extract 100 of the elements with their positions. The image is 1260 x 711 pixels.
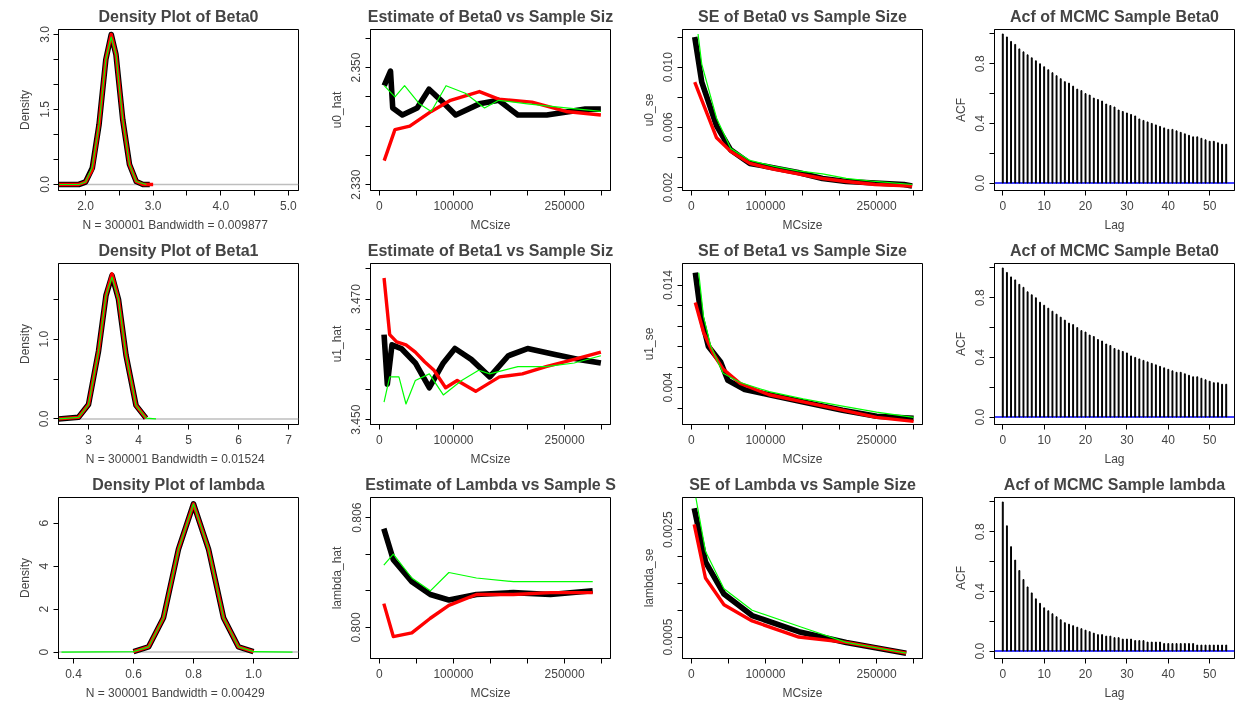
y-tick-label: 3.0	[37, 25, 52, 43]
y-tick-label: 3.470	[349, 283, 364, 315]
y-axis-title: u1_hat	[329, 324, 344, 363]
y-tick-label: 0.8	[973, 523, 988, 541]
x-tick-label: 0	[999, 432, 1007, 447]
x-axis-title: N = 300001 Bandwidth = 0.00429	[85, 685, 265, 700]
chart-title: Density Plot of lambda	[92, 475, 265, 493]
y-tick-label: 0.806	[349, 502, 364, 533]
x-tick-label: 0	[376, 198, 384, 213]
chart-title: Acf of MCMC Sample Beta0	[1010, 241, 1220, 259]
x-axis-title: MCsize	[782, 217, 823, 232]
chart-title: SE of Beta1 vs Sample Size	[698, 241, 908, 259]
x-tick-label: 5	[185, 432, 193, 447]
y-tick-label: 0.8	[973, 289, 988, 307]
y-tick-label: 2.330	[349, 169, 364, 200]
y-axis-title: ACF	[953, 332, 968, 356]
x-axis-title: N = 300001 Bandwidth = 0.009877	[82, 217, 269, 232]
x-tick-label: 0	[999, 198, 1007, 213]
y-axis-title: u0_se	[641, 93, 656, 127]
y-axis-title: Density	[17, 557, 32, 599]
x-tick-label: 20	[1078, 666, 1093, 681]
x-tick-label: 40	[1161, 198, 1176, 213]
x-tick-label: 30	[1120, 198, 1134, 213]
y-axis-title: u0_hat	[329, 90, 344, 129]
y-tick-label: 0.0	[973, 174, 988, 192]
x-tick-label: 0	[999, 666, 1007, 681]
x-tick-label: 6	[235, 432, 243, 447]
y-tick-label: 0.010	[661, 51, 676, 83]
x-tick-label: 0	[376, 432, 384, 447]
y-tick-label: 2	[37, 605, 52, 613]
x-tick-label: 100000	[745, 432, 786, 447]
x-tick-label: 10	[1037, 666, 1052, 681]
chart-title: Estimate of Beta1 vs Sample Siz	[367, 241, 614, 259]
x-tick-label: 0	[688, 198, 696, 213]
y-axis-title: Density	[17, 323, 32, 365]
chart-title: Acf of MCMC Sample lambda	[1003, 475, 1226, 493]
chart-title: Density Plot of Beta0	[98, 7, 259, 25]
y-axis-title: u1_se	[641, 327, 656, 361]
chart-title: Density Plot of Beta1	[98, 241, 259, 259]
x-tick-label: 40	[1161, 432, 1176, 447]
x-tick-label: 3.0	[144, 198, 162, 213]
x-tick-label: 10	[1037, 198, 1052, 213]
x-tick-label: 250000	[544, 666, 585, 681]
y-tick-label: 0.0	[37, 410, 52, 428]
y-tick-label: 0.014	[661, 269, 676, 301]
x-tick-label: 4	[135, 432, 143, 447]
y-tick-label: 6	[37, 519, 52, 527]
y-tick-label: 0.0	[37, 175, 52, 193]
x-axis-title: MCsize	[470, 217, 511, 232]
x-axis-title: Lag	[1104, 685, 1125, 700]
x-tick-label: 250000	[856, 666, 897, 681]
x-tick-label: 7	[285, 432, 293, 447]
x-axis-title: MCsize	[782, 685, 823, 700]
y-tick-label: 0.4	[973, 348, 988, 366]
y-axis-title: ACF	[953, 566, 968, 590]
y-tick-label: 0.800	[349, 612, 364, 643]
x-axis-title: MCsize	[470, 685, 511, 700]
x-tick-label: 50	[1203, 666, 1217, 681]
x-tick-label: 250000	[544, 198, 585, 213]
y-axis-title: lambda_hat	[329, 545, 344, 610]
x-tick-label: 250000	[544, 432, 585, 447]
x-tick-label: 10	[1037, 432, 1052, 447]
x-tick-label: 100000	[745, 666, 786, 681]
x-tick-label: 5.0	[280, 198, 298, 213]
x-tick-label: 40	[1161, 666, 1176, 681]
y-tick-label: 0.0	[973, 408, 988, 426]
x-axis-title: MCsize	[782, 451, 823, 466]
y-axis-title: lambda_se	[641, 548, 656, 608]
x-tick-label: 2.0	[77, 198, 95, 213]
x-axis-title: MCsize	[470, 451, 511, 466]
x-tick-label: 20	[1078, 198, 1093, 213]
x-tick-label: 30	[1120, 432, 1134, 447]
x-tick-label: 250000	[856, 432, 897, 447]
chart-title: Acf of MCMC Sample Beta0	[1010, 7, 1220, 25]
x-tick-label: 0.8	[185, 666, 203, 681]
x-tick-label: 0.6	[125, 666, 143, 681]
chart-title: SE of Beta0 vs Sample Size	[698, 7, 908, 25]
x-axis-title: N = 300001 Bandwidth = 0.01524	[85, 451, 265, 466]
x-tick-label: 1.0	[245, 666, 263, 681]
y-tick-label: 0.006	[661, 111, 676, 143]
x-tick-label: 4.0	[212, 198, 230, 213]
x-tick-label: 30	[1120, 666, 1134, 681]
y-tick-label: 1.5	[37, 100, 52, 118]
x-tick-label: 3	[85, 432, 93, 447]
x-tick-label: 50	[1203, 432, 1217, 447]
y-tick-label: 1.0	[37, 330, 52, 348]
y-tick-label: 0.004	[661, 372, 676, 403]
x-axis-title: Lag	[1104, 451, 1125, 466]
y-tick-label: 2.350	[349, 52, 364, 83]
x-tick-label: 100000	[433, 666, 474, 681]
x-tick-label: 100000	[745, 198, 786, 213]
x-tick-label: 0	[688, 432, 696, 447]
x-tick-label: 20	[1078, 432, 1093, 447]
chart-title: SE of Lambda vs Sample Size	[689, 475, 916, 493]
x-tick-label: 100000	[433, 198, 474, 213]
x-tick-label: 100000	[433, 432, 474, 447]
y-tick-label: 0.8	[973, 55, 988, 73]
y-tick-label: 0.0005	[661, 618, 676, 656]
y-tick-label: 3.450	[349, 404, 364, 435]
x-tick-label: 250000	[856, 198, 897, 213]
